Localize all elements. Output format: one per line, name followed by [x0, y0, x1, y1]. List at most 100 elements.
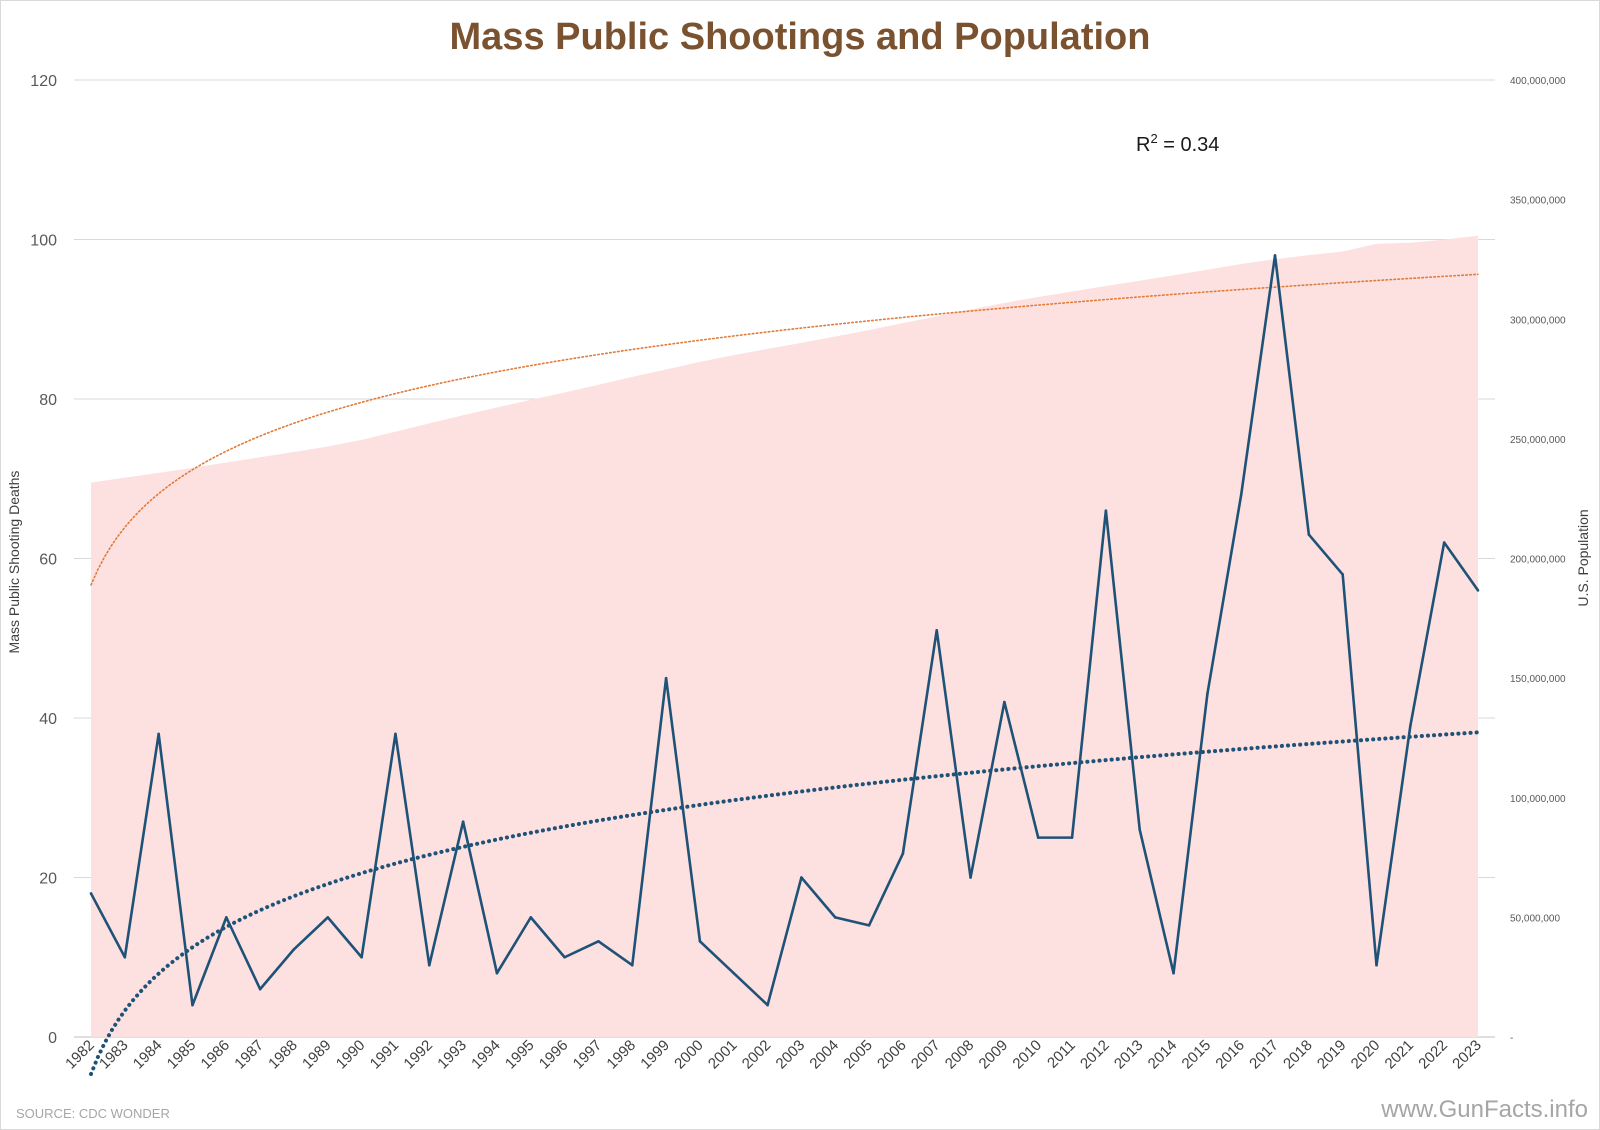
x-tick-label: 2008	[942, 1037, 978, 1073]
population-trendline	[90, 273, 1479, 586]
deaths-point	[191, 1003, 194, 1007]
deaths-point	[360, 955, 363, 959]
x-tick-label: 2003	[773, 1037, 809, 1073]
deaths-point	[597, 940, 600, 943]
right-tick-label: 200,000,000	[1510, 555, 1566, 566]
left-tick-label: 120	[30, 73, 57, 90]
deaths-point	[1003, 700, 1006, 704]
deaths-point	[89, 892, 93, 895]
deaths-point	[1138, 828, 1142, 831]
x-tick-label: 2020	[1348, 1037, 1384, 1073]
deaths-point	[1239, 493, 1243, 497]
right-tick-label: 250,000,000	[1510, 435, 1566, 446]
site-watermark: www.GunFacts.info	[1380, 1096, 1588, 1123]
deaths-point	[969, 876, 972, 879]
x-tick-label: 2004	[806, 1037, 842, 1073]
x-tick-label: 1991	[367, 1037, 403, 1073]
deaths-trendline-layer	[89, 730, 1480, 1076]
deaths-trendline	[89, 730, 1480, 1076]
left-axis-ticks: 0 20 40 60 80 100 120	[30, 73, 57, 1047]
x-tick-label: 1984	[130, 1037, 166, 1073]
deaths-point	[123, 955, 127, 959]
deaths-point	[1476, 589, 1480, 592]
deaths-point	[427, 963, 431, 967]
deaths-point	[1172, 971, 1175, 975]
x-tick-label: 1987	[231, 1037, 267, 1073]
x-tick-label: 2005	[840, 1037, 876, 1073]
right-tick-label: 300,000,000	[1510, 315, 1566, 326]
population-trendline-layer	[90, 273, 1479, 586]
x-tick-label: 2022	[1415, 1037, 1451, 1073]
deaths-point	[1341, 573, 1344, 576]
x-tick-label: 2015	[1179, 1037, 1215, 1073]
deaths-point	[901, 852, 905, 855]
deaths-point	[326, 916, 330, 919]
left-axis-label: Mass Public Shooting Deaths	[6, 471, 22, 654]
deaths-point	[563, 955, 566, 959]
deaths-point	[1036, 836, 1040, 839]
left-tick-label: 40	[39, 711, 57, 728]
right-tick-label: 150,000,000	[1510, 674, 1566, 685]
x-tick-label: 2002	[739, 1037, 775, 1073]
right-tick-label: 350,000,000	[1510, 196, 1566, 207]
deaths-point	[1375, 963, 1378, 967]
r-squared-value: = 0.34	[1158, 134, 1220, 156]
r-squared-superscript: 2	[1150, 131, 1157, 146]
x-tick-label: 1986	[198, 1037, 234, 1073]
x-tick-label: 1992	[401, 1037, 437, 1073]
deaths-point	[1442, 541, 1446, 544]
x-tick-label: 2012	[1077, 1037, 1113, 1073]
deaths-point	[529, 916, 533, 919]
deaths-point	[1409, 724, 1412, 728]
deaths-line-layer	[89, 254, 1480, 1007]
right-axis-ticks: - 50,000,000 100,000,000 150,000,000 200,000…	[1510, 76, 1566, 1044]
r-squared-annotation: R2 = 0.34	[1136, 131, 1219, 156]
deaths-point	[867, 924, 871, 927]
deaths-point	[766, 1003, 769, 1007]
deaths-point	[495, 971, 499, 975]
x-tick-label: 1993	[434, 1037, 470, 1073]
right-tick-label: 100,000,000	[1510, 794, 1566, 805]
x-tick-label: 1996	[536, 1037, 572, 1073]
right-axis-label: U.S. Population	[1575, 509, 1591, 606]
deaths-point	[1206, 692, 1209, 696]
deaths-point	[664, 676, 668, 680]
r-squared-base: R	[1136, 134, 1150, 156]
x-tick-label: 1983	[96, 1037, 132, 1073]
x-tick-label: 1988	[265, 1037, 301, 1073]
deaths-point	[394, 732, 397, 736]
deaths-point	[1070, 836, 1074, 839]
x-tick-label: 1997	[570, 1037, 606, 1073]
deaths-point	[1307, 533, 1311, 536]
x-tick-label: 2006	[874, 1037, 910, 1073]
x-tick-label: 2009	[976, 1037, 1012, 1073]
x-tick-label: 1995	[502, 1037, 538, 1073]
deaths-point	[800, 876, 803, 879]
x-tick-label: 2018	[1280, 1037, 1316, 1073]
deaths-point	[630, 963, 634, 967]
x-tick-label: 1990	[333, 1037, 369, 1073]
deaths-point	[1273, 254, 1277, 257]
deaths-point	[732, 971, 736, 975]
x-tick-label: 2007	[908, 1037, 944, 1073]
right-tick-label: -	[1510, 1033, 1513, 1044]
x-tick-label: 2001	[705, 1037, 741, 1073]
x-tick-label: 2013	[1111, 1037, 1147, 1073]
x-tick-label: 2016	[1212, 1037, 1248, 1073]
x-tick-label: 2023	[1449, 1037, 1485, 1073]
x-tick-label: 2010	[1009, 1037, 1045, 1073]
x-tick-label: 2014	[1145, 1037, 1181, 1073]
left-tick-label: 100	[30, 233, 57, 250]
deaths-point	[833, 916, 837, 919]
deaths-point	[1104, 509, 1108, 512]
left-tick-label: 60	[39, 552, 57, 569]
x-tick-label: 2019	[1314, 1037, 1350, 1073]
x-tick-label: 1998	[603, 1037, 639, 1073]
deaths-point	[698, 940, 702, 943]
population-area-layer	[91, 235, 1478, 1037]
source-note: SOURCE: CDC WONDER	[16, 1106, 170, 1121]
deaths-point	[157, 732, 160, 736]
x-tick-label: 2000	[671, 1037, 707, 1073]
left-tick-label: 0	[48, 1030, 57, 1047]
